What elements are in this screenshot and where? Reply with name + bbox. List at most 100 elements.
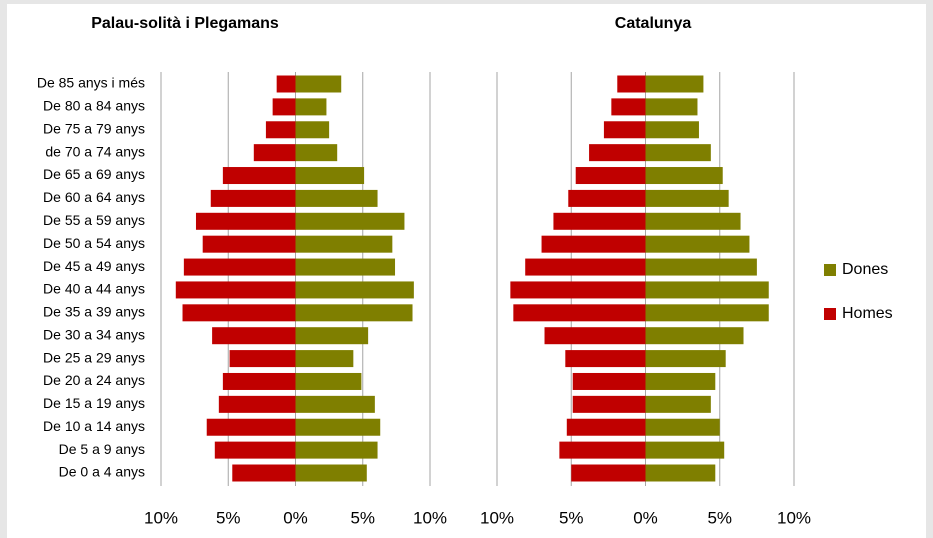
bar <box>544 327 646 345</box>
bar <box>265 121 296 139</box>
bar <box>645 121 699 139</box>
x-tick-label: 0% <box>633 508 658 527</box>
bar <box>295 235 393 253</box>
bar <box>645 395 711 413</box>
bar <box>218 395 296 413</box>
bar <box>645 441 725 459</box>
y-tick-label: de 70 a 74 anys <box>45 143 145 159</box>
legend-swatch <box>824 308 836 320</box>
bar <box>603 121 646 139</box>
bar <box>645 327 744 345</box>
bar <box>571 464 646 482</box>
bar <box>645 144 711 162</box>
y-tick-label: De 85 anys i més <box>37 75 145 91</box>
y-tick-label: De 5 a 9 anys <box>59 441 145 457</box>
bar <box>295 281 414 299</box>
bar <box>175 281 296 299</box>
bar <box>645 304 769 322</box>
y-tick-label: De 80 a 84 anys <box>43 98 145 114</box>
y-tick-label: De 50 a 54 anys <box>43 235 145 251</box>
y-tick-label: De 45 a 49 anys <box>43 258 145 274</box>
y-tick-label: De 15 a 19 anys <box>43 395 145 411</box>
bar <box>645 281 769 299</box>
y-tick-label: De 25 a 29 anys <box>43 349 145 365</box>
bar <box>645 189 729 207</box>
legend-swatch <box>824 264 836 276</box>
bar <box>253 144 296 162</box>
bar <box>229 350 296 368</box>
bar <box>513 304 646 322</box>
bar <box>645 418 720 436</box>
chart-title: Palau-solità i Plegamans <box>91 15 279 32</box>
bar <box>295 441 378 459</box>
bar <box>575 167 646 185</box>
bar <box>182 304 296 322</box>
bar <box>295 189 378 207</box>
bar <box>210 189 296 207</box>
x-tick-label: 0% <box>283 508 308 527</box>
x-tick-label: 5% <box>350 508 375 527</box>
bar <box>645 350 726 368</box>
bar <box>645 464 716 482</box>
bar <box>295 304 413 322</box>
bar <box>295 464 367 482</box>
bar <box>295 395 375 413</box>
y-tick-label: De 40 a 44 anys <box>43 281 145 297</box>
bar <box>295 258 396 276</box>
bar <box>276 75 296 93</box>
y-tick-label: De 60 a 64 anys <box>43 189 145 205</box>
y-tick-label: De 65 a 69 anys <box>43 166 145 182</box>
bar <box>295 327 369 345</box>
bar <box>645 212 741 230</box>
y-tick-label: De 75 a 79 anys <box>43 120 145 136</box>
bar <box>617 75 646 93</box>
panel <box>7 4 926 538</box>
bar <box>611 98 646 116</box>
y-tick-label: De 30 a 34 anys <box>43 326 145 342</box>
bar <box>295 350 354 368</box>
bar <box>214 441 296 459</box>
x-tick-label: 5% <box>559 508 584 527</box>
bar <box>645 235 750 253</box>
x-tick-label: 10% <box>480 508 514 527</box>
bar <box>232 464 296 482</box>
bar <box>212 327 296 345</box>
bar <box>645 167 723 185</box>
bar <box>589 144 646 162</box>
y-tick-label: De 20 a 24 anys <box>43 372 145 388</box>
bar <box>295 372 362 390</box>
x-tick-label: 10% <box>777 508 811 527</box>
y-tick-label: De 55 a 59 anys <box>43 212 145 228</box>
bar <box>195 212 296 230</box>
bar <box>202 235 296 253</box>
y-tick-label: De 10 a 14 anys <box>43 418 145 434</box>
x-tick-label: 10% <box>413 508 447 527</box>
bar <box>559 441 646 459</box>
bar <box>206 418 296 436</box>
y-tick-label: De 0 a 4 anys <box>59 464 145 480</box>
bar <box>572 395 646 413</box>
x-tick-label: 10% <box>144 508 178 527</box>
bar <box>295 212 405 230</box>
bar <box>568 189 646 207</box>
bar <box>565 350 646 368</box>
bar <box>645 372 716 390</box>
bar <box>295 144 338 162</box>
bar <box>645 75 704 93</box>
bar <box>645 98 698 116</box>
bar <box>541 235 646 253</box>
bar <box>525 258 646 276</box>
bar <box>645 258 757 276</box>
bar <box>553 212 646 230</box>
bar <box>183 258 296 276</box>
bar <box>295 121 330 139</box>
chart-title: Catalunya <box>615 15 692 32</box>
bar <box>572 372 646 390</box>
legend-label: Homes <box>842 305 893 322</box>
bar <box>295 98 327 116</box>
bar <box>222 167 296 185</box>
legend-label: Dones <box>842 261 888 278</box>
y-tick-label: De 35 a 39 anys <box>43 304 145 320</box>
x-tick-label: 5% <box>707 508 732 527</box>
